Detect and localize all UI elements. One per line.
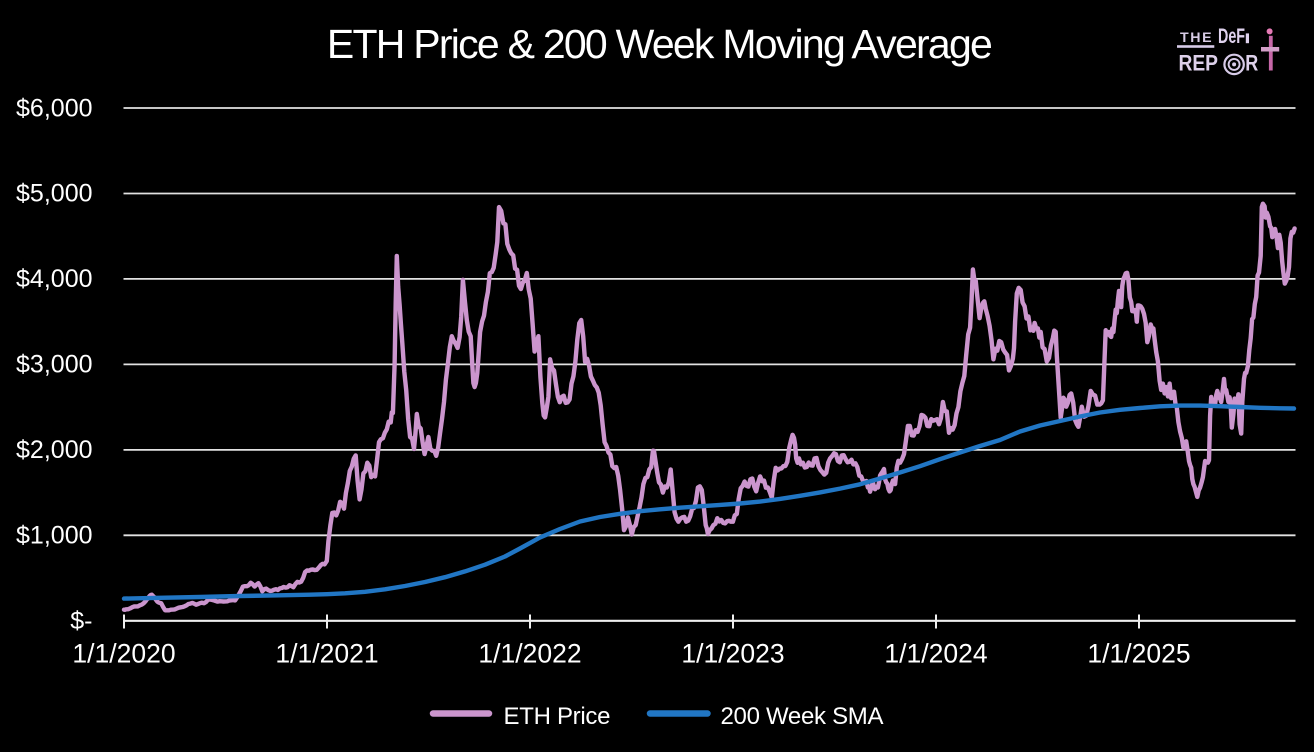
svg-text:$3,000: $3,000 xyxy=(16,351,92,379)
svg-text:ETH Price & 200 Week Moving Av: ETH Price & 200 Week Moving Average xyxy=(327,21,991,67)
svg-text:THE: THE xyxy=(1180,29,1213,45)
svg-text:REP: REP xyxy=(1179,51,1219,76)
svg-text:DeF: DeF xyxy=(1218,25,1245,48)
svg-text:1/1/2021: 1/1/2021 xyxy=(275,638,378,668)
svg-text:$1,000: $1,000 xyxy=(16,522,92,550)
svg-text:1/1/2025: 1/1/2025 xyxy=(1087,638,1190,668)
svg-text:$4,000: $4,000 xyxy=(16,265,92,293)
svg-text:1/1/2024: 1/1/2024 xyxy=(884,638,987,668)
svg-text:$-: $- xyxy=(70,607,92,635)
svg-text:1/1/2020: 1/1/2020 xyxy=(72,638,175,668)
svg-text:$5,000: $5,000 xyxy=(16,180,92,208)
svg-text:$6,000: $6,000 xyxy=(16,94,92,122)
svg-text:$2,000: $2,000 xyxy=(16,436,92,464)
svg-text:ETH Price: ETH Price xyxy=(504,703,611,730)
svg-text:1/1/2022: 1/1/2022 xyxy=(478,638,581,668)
svg-text:1/1/2023: 1/1/2023 xyxy=(681,638,784,668)
svg-text:200 Week SMA: 200 Week SMA xyxy=(721,703,884,730)
svg-text:R: R xyxy=(1245,51,1258,76)
